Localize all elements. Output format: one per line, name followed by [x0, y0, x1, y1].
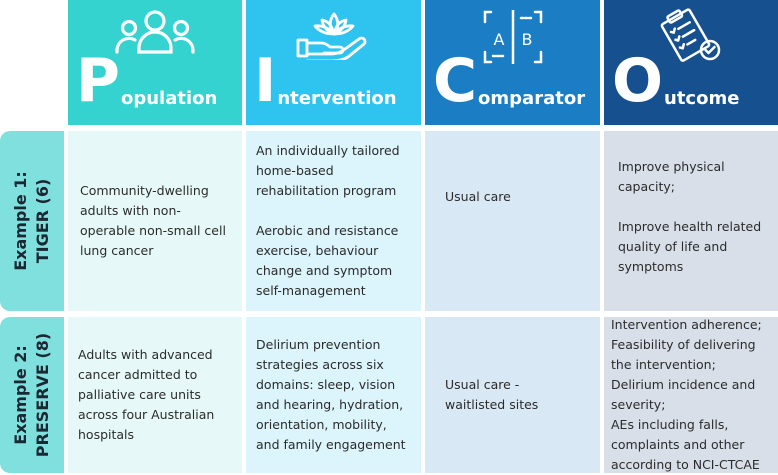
- header-intervention-initial: I: [254, 46, 277, 116]
- header-outcome-initial: O: [612, 46, 664, 116]
- cell-text: Community-dwelling adults with non-opera…: [80, 183, 226, 258]
- cell-text: Aerobic and resistance exercise, behavio…: [256, 223, 399, 298]
- cell-text: An individually tailored home-based reha…: [256, 143, 400, 198]
- header-intervention-word: Intervention: [254, 51, 397, 111]
- header-outcome: Outcome: [604, 0, 778, 125]
- row-label-text: Example 1: TIGER (6): [11, 171, 52, 271]
- row-label-example-1: Example 1: TIGER (6): [0, 131, 64, 311]
- clipboard-check-icon: [658, 8, 724, 68]
- cell-text: Usual care - waitlisted sites: [445, 377, 539, 412]
- ab-compare-icon: A B: [483, 8, 543, 68]
- row2-intervention: Delirium prevention strategies across si…: [246, 317, 421, 473]
- row1-comparator: Usual care: [425, 131, 600, 311]
- svg-text:A: A: [493, 30, 504, 49]
- header-population-rest: opulation: [120, 88, 218, 109]
- header-intervention-rest: ntervention: [277, 88, 397, 109]
- svg-text:B: B: [521, 30, 532, 49]
- header-comparator-initial: C: [433, 46, 478, 116]
- row1-population: Community-dwelling adults with non-opera…: [68, 131, 242, 311]
- row1-outcome: Improve physical capacity; Improve healt…: [604, 131, 778, 311]
- cell-text: Improve health related quality of life a…: [618, 219, 762, 274]
- header-outcome-rest: utcome: [664, 88, 740, 109]
- header-comparator-rest: omparator: [478, 88, 586, 109]
- people-group-icon: [113, 8, 197, 62]
- header-population-initial: P: [76, 46, 120, 116]
- cell-text: Intervention adherence;: [611, 317, 762, 332]
- cell-text: Adults with advanced cancer admitted to …: [78, 347, 215, 442]
- row2-population: Adults with advanced cancer admitted to …: [68, 317, 242, 473]
- header-intervention: Intervention: [246, 0, 421, 125]
- cell-text: Delirium prevention strategies across si…: [256, 337, 406, 452]
- row-label-text: Example 2: PRESERVE (8): [11, 332, 52, 458]
- header-outcome-word: Outcome: [612, 51, 739, 111]
- header-population: Population: [68, 0, 242, 125]
- row1-intervention: An individually tailored home-based reha…: [246, 131, 421, 311]
- header-comparator-word: Comparator: [433, 51, 585, 111]
- row2-outcome: Intervention adherence; Feasibility of d…: [604, 317, 778, 473]
- hand-lotus-icon: [294, 8, 374, 64]
- header-comparator: A B Comparator: [425, 0, 600, 125]
- row2-comparator: Usual care - waitlisted sites: [425, 317, 600, 473]
- cell-text: Usual care: [445, 189, 511, 204]
- header-population-word: Population: [76, 51, 217, 111]
- cell-text: AEs including falls, complaints and othe…: [611, 417, 760, 472]
- row-label-example-2: Example 2: PRESERVE (8): [0, 317, 64, 473]
- cell-text: Improve physical capacity;: [618, 159, 725, 194]
- cell-text: Feasibility of delivering the interventi…: [611, 337, 756, 412]
